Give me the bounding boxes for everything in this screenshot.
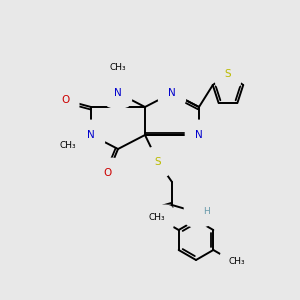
Text: S: S xyxy=(155,157,161,167)
Text: S: S xyxy=(225,69,231,79)
Text: O: O xyxy=(104,168,112,178)
Text: H: H xyxy=(202,208,209,217)
Text: N: N xyxy=(194,207,202,217)
Text: N: N xyxy=(195,130,203,140)
Text: CH₃: CH₃ xyxy=(60,142,76,151)
Text: CH₃: CH₃ xyxy=(110,62,126,71)
Text: N: N xyxy=(114,88,122,98)
Text: N: N xyxy=(87,130,95,140)
Text: N: N xyxy=(168,88,176,98)
Text: CH₃: CH₃ xyxy=(229,257,245,266)
Text: O: O xyxy=(61,95,69,105)
Text: O: O xyxy=(144,207,152,217)
Text: CH₃: CH₃ xyxy=(149,214,165,223)
